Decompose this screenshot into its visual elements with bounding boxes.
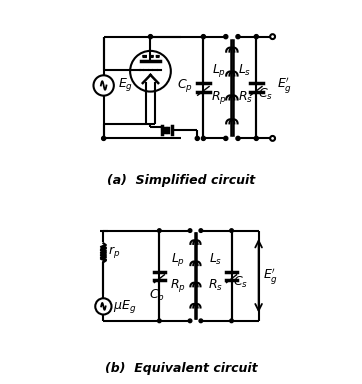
Text: $C_s$: $C_s$ <box>258 87 273 102</box>
Circle shape <box>224 136 228 141</box>
Circle shape <box>157 319 161 323</box>
Circle shape <box>199 229 203 232</box>
Circle shape <box>236 35 240 39</box>
Circle shape <box>188 229 192 232</box>
Text: $\mu E_g$: $\mu E_g$ <box>113 298 136 315</box>
Text: $L_s$: $L_s$ <box>239 63 252 78</box>
Circle shape <box>230 319 233 323</box>
Circle shape <box>270 136 275 141</box>
Circle shape <box>254 136 258 141</box>
Circle shape <box>224 35 228 39</box>
Circle shape <box>236 136 240 141</box>
Text: $R_p$: $R_p$ <box>171 277 186 294</box>
Text: $r_p$: $r_p$ <box>108 244 120 260</box>
Text: (b)  Equivalent circuit: (b) Equivalent circuit <box>105 362 257 375</box>
Text: $C_p$: $C_p$ <box>149 286 165 303</box>
Text: $C_p$: $C_p$ <box>177 77 193 94</box>
Circle shape <box>188 319 192 323</box>
Text: $R_s$: $R_s$ <box>208 278 223 293</box>
Text: $L_p$: $L_p$ <box>171 251 185 268</box>
Text: $R_p$: $R_p$ <box>211 89 227 106</box>
Circle shape <box>230 229 233 232</box>
Text: (a)  Simplified circuit: (a) Simplified circuit <box>107 174 255 187</box>
Circle shape <box>195 136 199 141</box>
Circle shape <box>102 136 106 141</box>
Text: $E_g'$: $E_g'$ <box>277 76 292 96</box>
Text: $E_g'$: $E_g'$ <box>263 266 278 286</box>
Text: $C_s$: $C_s$ <box>233 275 248 290</box>
Text: $R_s$: $R_s$ <box>237 90 253 105</box>
Circle shape <box>201 136 205 141</box>
Text: $E_g$: $E_g$ <box>118 76 133 93</box>
Circle shape <box>148 35 152 39</box>
Circle shape <box>199 319 203 323</box>
Circle shape <box>254 35 258 39</box>
Text: $L_p$: $L_p$ <box>212 62 226 79</box>
Circle shape <box>157 229 161 232</box>
Circle shape <box>270 34 275 39</box>
Circle shape <box>201 35 205 39</box>
Text: $L_s$: $L_s$ <box>209 252 222 267</box>
